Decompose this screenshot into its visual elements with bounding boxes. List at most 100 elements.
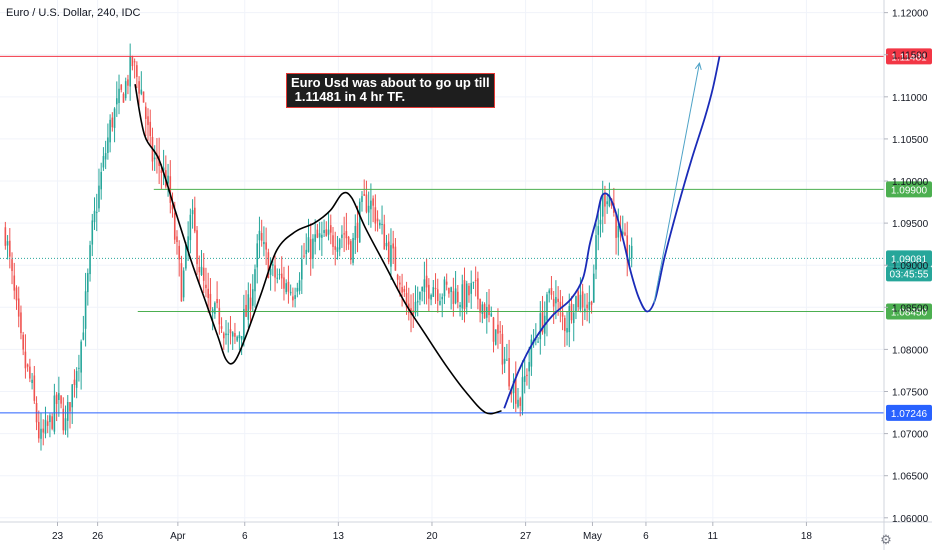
candle-body [541, 312, 544, 333]
candle-body [443, 279, 446, 297]
candle-body [33, 375, 36, 401]
candle-body [390, 245, 392, 267]
candle-body [87, 273, 89, 293]
candle-body [327, 229, 330, 235]
candle-body [272, 264, 274, 266]
candle-body [439, 300, 441, 305]
candle-body [508, 358, 510, 387]
candle-body [530, 339, 533, 367]
candle-body [171, 205, 174, 210]
candle-body [472, 281, 475, 283]
time-tick-label: 26 [92, 531, 104, 542]
candle-body [292, 296, 294, 301]
candle-body [358, 201, 361, 243]
candle-body [191, 210, 194, 215]
candle-body [22, 334, 24, 350]
price-tick-label: 1.11000 [892, 93, 928, 104]
candle-body [550, 288, 553, 295]
candle-body [539, 313, 542, 340]
countdown-bg [886, 266, 932, 282]
candle-body [58, 393, 60, 401]
candle-body [220, 326, 223, 329]
candle-body [581, 291, 584, 308]
candle-body [138, 81, 140, 94]
candle-body [332, 235, 334, 247]
candle-body [448, 287, 450, 294]
candle-body [62, 408, 65, 431]
candle-body [202, 267, 205, 281]
candle-body [260, 232, 263, 241]
candle-body [314, 234, 316, 242]
annotation-box[interactable]: Euro Usd was about to go up till 1.11481… [286, 73, 495, 108]
candle-body [307, 237, 310, 252]
gear-icon[interactable]: ⚙ [880, 532, 892, 547]
candle-body [214, 302, 216, 314]
candle-body [31, 379, 33, 384]
candle-body [506, 359, 508, 361]
price-label-resistance[interactable]: 1.11481 [886, 48, 932, 65]
price-tick-label: 1.07500 [892, 388, 929, 399]
candle-body [46, 421, 49, 426]
price-label-support[interactable]: 1.07246 [886, 404, 932, 421]
candle-body [29, 366, 31, 379]
candle-series [4, 43, 633, 451]
time-tick-label: 13 [333, 531, 345, 542]
candle-body [577, 291, 579, 308]
candle-body [365, 194, 368, 212]
candle-body [599, 219, 602, 225]
candle-body [305, 249, 308, 255]
candle-body [111, 117, 114, 128]
candle-body [122, 93, 125, 103]
candle-body [144, 106, 147, 119]
candle-body [180, 263, 183, 302]
candle-body [434, 288, 437, 290]
candle-body [222, 333, 225, 339]
candle-body [274, 265, 276, 278]
candle-body [604, 193, 606, 207]
price-label-current[interactable]: 1.09081 03:45:55 [886, 250, 932, 282]
candle-body [584, 308, 586, 313]
price-label-text: 1.08450 [891, 308, 928, 319]
candle-body [615, 213, 617, 238]
black-pattern-path [134, 84, 502, 415]
price-tick-label: 1.10000 [892, 177, 929, 188]
price-label-zone[interactable]: 1.09900 [886, 181, 932, 198]
price-tick-label: 1.09000 [892, 261, 929, 272]
candle-body [588, 301, 591, 310]
candle-body [383, 224, 386, 250]
candle-body [247, 294, 250, 320]
candle-body [251, 289, 254, 306]
candle-body [396, 274, 399, 280]
candle-body [294, 295, 296, 299]
candle-body [15, 287, 18, 301]
candle-body [372, 198, 374, 206]
candle-body [416, 300, 419, 303]
candle-body [461, 284, 464, 309]
candle-body [173, 212, 176, 240]
candle-body [113, 108, 116, 128]
time-tick-label: 6 [242, 531, 248, 542]
candle-body [354, 225, 357, 240]
candle-body [249, 297, 252, 310]
candle-body [234, 333, 236, 337]
candle-body [626, 235, 629, 261]
blue-projection-path [503, 56, 721, 409]
candle-body [486, 306, 488, 318]
candle-body [75, 371, 78, 388]
symbol-title: Euro / U.S. Dollar, 240, IDC [6, 7, 141, 19]
candle-body [470, 283, 472, 294]
candle-body [403, 288, 406, 292]
candle-body [149, 121, 152, 136]
candle-body [523, 375, 526, 382]
candle-body [189, 214, 192, 241]
candle-body [564, 317, 566, 332]
candle-body [321, 234, 323, 238]
price-label-zone[interactable]: 1.08450 [886, 303, 932, 320]
candle-body [441, 296, 444, 300]
candle-body [102, 156, 105, 168]
candle-body [323, 230, 325, 233]
candle-body [568, 306, 571, 333]
candle-body [601, 193, 604, 217]
